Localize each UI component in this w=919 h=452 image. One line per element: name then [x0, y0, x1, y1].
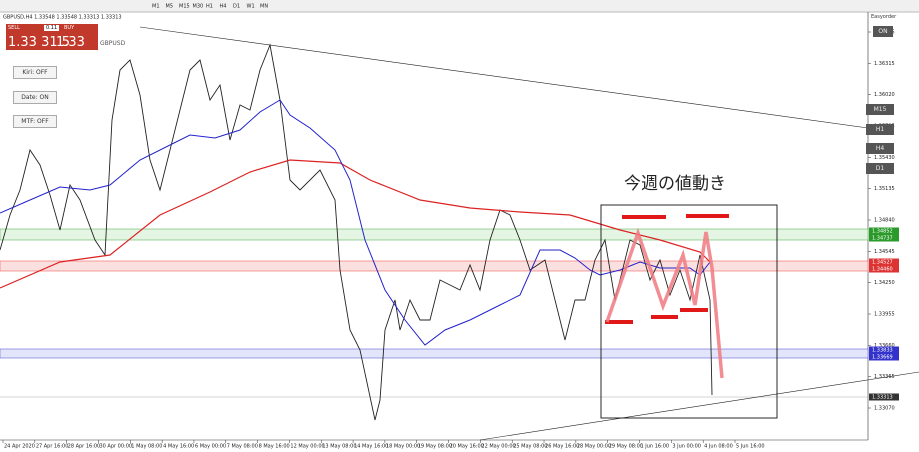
timeframe-bar: M1 M5 M15 M30 H1 H4 D1 W1 MN	[152, 4, 268, 10]
time-label: 14 May 16:00	[354, 444, 388, 450]
symbol-label: GBPUSD	[100, 40, 126, 47]
toggle-button[interactable]: Date: ON	[13, 91, 57, 104]
timeframe-button[interactable]: H1	[866, 124, 894, 135]
price-marker	[869, 353, 899, 361]
price-label: 1.36020	[874, 92, 895, 98]
time-label: 12 May 00:00	[290, 444, 324, 450]
price-label: 1.36315	[874, 61, 895, 67]
price-marker	[869, 346, 899, 354]
price-label: 1.34545	[874, 249, 895, 255]
price-marker	[869, 393, 899, 401]
price-marker-label: 1.33669	[872, 355, 893, 361]
time-label: 19 May 08:00	[418, 444, 452, 450]
time-axis: 24 Apr 2020 27 Apr 16:00 28 Apr 16:00 30 Ap…	[2, 440, 765, 450]
moving-average-slow	[0, 159, 711, 289]
time-label: 22 May 00:00	[481, 444, 515, 450]
timeframe-button[interactable]: H4	[866, 143, 894, 154]
price-label: 1.33955	[874, 312, 895, 318]
buy-button[interactable]: BUY	[64, 25, 75, 31]
price-label: 1.35135	[874, 186, 895, 192]
timeframe-button[interactable]: D1	[866, 163, 894, 174]
time-label: 29 May 08:00	[609, 444, 643, 450]
toggle-button[interactable]: ON	[873, 26, 893, 37]
time-label: 4 May 16:00	[163, 444, 194, 450]
price-marker-label: 1.33313	[872, 395, 893, 401]
time-label: 1 May 08:00	[131, 444, 162, 450]
one-click-panel: SELL BUY 0.11 1.33 31 5 1.33 41 3	[6, 24, 98, 65]
toolbar	[0, 0, 919, 12]
time-label: 27 Apr 16:00	[36, 444, 69, 450]
time-label: 5 Jun 16:00	[736, 444, 765, 450]
price-marker-label: 1.34852	[872, 229, 893, 235]
time-label: 30 Apr 00:00	[99, 444, 132, 450]
price-marker-label: 1.34737	[872, 236, 893, 242]
time-label: 1 Jun 16:00	[641, 444, 670, 450]
highlight-box	[600, 204, 778, 419]
price-marker	[869, 234, 899, 242]
time-label: 18 May 00:00	[386, 444, 420, 450]
time-label: 25 May 08:00	[513, 444, 547, 450]
resistance-band	[0, 260, 869, 272]
toggle-button[interactable]: Kiri: OFF	[13, 66, 57, 79]
support-band	[0, 228, 869, 241]
price-marker	[869, 258, 899, 266]
support-band	[0, 348, 869, 359]
buy-price: 1.33 41 3	[56, 35, 85, 65]
timeframe-tab[interactable]: MN	[260, 4, 268, 10]
time-label: 28 May 00:00	[577, 444, 611, 450]
time-label: 26 May 16:00	[545, 444, 579, 450]
price-path	[0, 43, 713, 421]
timeframe-tab[interactable]: M1	[152, 4, 160, 10]
time-label: 13 May 08:00	[322, 444, 356, 450]
timeframe-tab[interactable]: W1	[247, 4, 255, 10]
timeframe-button[interactable]: M15	[866, 104, 894, 115]
timeframe-tab[interactable]: M30	[193, 4, 204, 10]
sell-price: 1.33 31 5	[8, 35, 71, 50]
timeframe-tab[interactable]: M5	[166, 4, 174, 10]
time-label: 3 Jun 00:00	[672, 444, 701, 450]
price-label: 1.33070	[874, 406, 895, 412]
price-axis: 1.366051.363151.360201.357251.354301.351…	[868, 30, 899, 412]
price-marker	[869, 265, 899, 273]
time-label: 24 Apr 2020	[4, 444, 35, 450]
annotation: 今週の値動き	[624, 174, 726, 194]
trendline	[139, 26, 869, 129]
time-label: 7 May 08:00	[227, 444, 258, 450]
panel-title: Easyorder	[871, 14, 897, 20]
price-label: 1.34250	[874, 280, 895, 286]
chart-header: GBPUSD,H4 1.33548 1.33548 1.33313 1.3331…	[3, 15, 122, 21]
price-marker-label: 1.33833	[872, 348, 893, 354]
move-arrow	[605, 227, 724, 379]
time-label: 4 Jun 08:00	[704, 444, 733, 450]
price-marker-label: 1.34527	[872, 260, 893, 266]
sell-button[interactable]: SELL	[8, 25, 20, 31]
time-label: 20 May 16:00	[450, 444, 484, 450]
time-label: 6 May 00:00	[195, 444, 226, 450]
timeframe-tab[interactable]: H1	[206, 4, 213, 10]
price-label: 1.33660	[874, 343, 895, 349]
time-label: 8 May 16:00	[259, 444, 290, 450]
moving-average-fast	[0, 99, 711, 346]
timeframe-tab[interactable]: D1	[233, 4, 240, 10]
price-marker-label: 1.34460	[872, 267, 893, 273]
level-markers	[605, 214, 729, 324]
price-marker	[869, 227, 899, 235]
price-label: 1.33365	[874, 374, 895, 380]
time-label: 28 Apr 16:00	[68, 444, 101, 450]
timeframe-tab[interactable]: H4	[220, 4, 227, 10]
toggle-button[interactable]: MTF: OFF	[13, 115, 57, 128]
timeframe-tab[interactable]: M15	[179, 4, 190, 10]
price-label: 1.34840	[874, 218, 895, 224]
price-label: 1.35430	[874, 155, 895, 161]
trendline	[479, 371, 919, 441]
lot-size[interactable]: 0.11	[44, 25, 60, 31]
